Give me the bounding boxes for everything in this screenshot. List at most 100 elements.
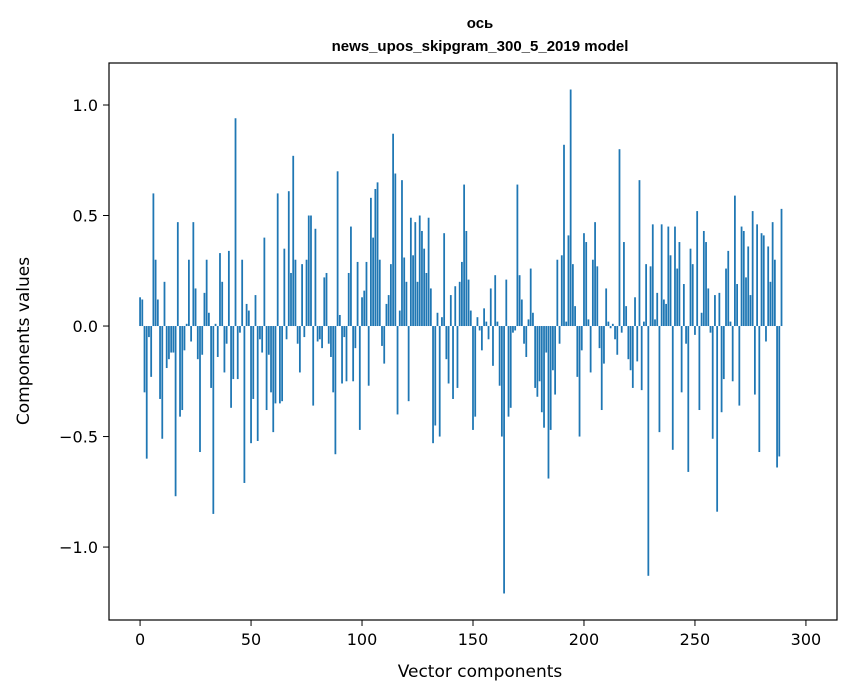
bar-component-289 (780, 208, 783, 327)
bar-component-0 (139, 297, 141, 327)
bar-component-29 (203, 292, 206, 327)
bar-component-184 (547, 326, 550, 479)
bar-component-191 (563, 144, 565, 327)
bar-component-231 (651, 224, 654, 327)
bar-component-287 (776, 326, 778, 468)
bar-component-204 (591, 259, 594, 327)
bar-component-39 (225, 326, 228, 344)
bar-component-260 (716, 326, 719, 512)
bar-component-92 (343, 326, 346, 338)
y-tick-label: −1.0 (59, 538, 98, 557)
bar-component-227 (643, 321, 645, 327)
bar-component-186 (552, 326, 554, 371)
bar-component-221 (629, 326, 632, 371)
bar-component-55 (261, 326, 264, 353)
bar-component-239 (669, 255, 672, 327)
bar-component-258 (711, 326, 714, 439)
bar-component-154 (480, 326, 483, 351)
bar-component-197 (576, 326, 579, 377)
bar-component-211 (607, 321, 610, 327)
bar-component-250 (694, 326, 696, 335)
bar-component-127 (421, 230, 423, 327)
bar-component-16 (174, 326, 177, 497)
bar-component-98 (356, 261, 359, 327)
bar-component-202 (587, 319, 590, 327)
bar-component-77 (310, 215, 312, 327)
bar-component-251 (696, 211, 699, 327)
bar-component-42 (232, 326, 235, 380)
bar-component-19 (181, 326, 184, 411)
bar-component-14 (170, 326, 173, 353)
x-axis-ticks: 0 50 100 150 200 250 300 (135, 620, 821, 649)
bar-component-238 (667, 226, 670, 327)
bar-component-89 (336, 171, 339, 327)
bar-component-15 (172, 326, 175, 353)
bar-component-190 (560, 255, 563, 327)
bar-component-84 (325, 272, 328, 327)
bar-component-37 (221, 281, 224, 327)
bar-component-269 (736, 284, 739, 327)
bar-component-64 (281, 326, 284, 402)
bar-component-35 (216, 326, 219, 357)
bar-component-72 (298, 326, 301, 373)
bar-component-232 (654, 319, 656, 327)
bar-component-107 (376, 182, 379, 327)
bar-component-65 (283, 248, 286, 327)
bar-component-143 (456, 326, 459, 388)
bar-component-161 (496, 321, 499, 327)
bar-component-63 (279, 326, 281, 404)
bar-component-205 (594, 222, 596, 327)
bar-component-31 (207, 312, 210, 327)
bar-component-252 (698, 326, 701, 411)
bar-component-38 (223, 326, 226, 373)
bar-component-122 (409, 217, 412, 327)
bar-component-12 (165, 326, 168, 369)
bar-component-138 (445, 326, 448, 360)
bar-component-280 (760, 233, 763, 327)
bar-component-118 (401, 180, 403, 327)
bar-component-69 (292, 155, 295, 327)
bar-component-2 (143, 326, 146, 393)
bar-component-188 (556, 259, 559, 327)
bar-component-66 (285, 326, 288, 340)
bar-component-181 (540, 326, 543, 413)
bar-component-8 (156, 299, 159, 327)
bar-component-133 (434, 326, 437, 426)
bar-component-4 (148, 326, 150, 338)
bar-component-140 (449, 295, 452, 327)
bar-component-226 (640, 326, 643, 391)
bar-component-61 (274, 326, 277, 404)
bar-component-59 (270, 326, 272, 393)
bar-component-6 (152, 193, 155, 327)
bar-component-123 (412, 255, 414, 327)
bar-component-279 (758, 326, 761, 453)
bar-component-267 (731, 326, 734, 382)
bar-component-134 (436, 312, 439, 327)
bar-component-213 (611, 323, 614, 327)
bar-component-165 (505, 279, 508, 327)
bar-component-192 (565, 321, 568, 327)
bar-component-247 (687, 326, 690, 472)
bar-component-195 (571, 264, 574, 327)
bar-component-110 (383, 326, 386, 364)
bar-component-44 (236, 326, 239, 380)
bar-component-102 (365, 261, 368, 327)
bar-component-79 (314, 228, 317, 327)
x-tick-label: 50 (241, 630, 261, 649)
bar-component-57 (265, 326, 268, 411)
bar-component-263 (722, 326, 725, 380)
bar-component-241 (674, 226, 676, 327)
bar-component-23 (190, 326, 193, 342)
bar-component-196 (574, 306, 576, 327)
x-tick-label: 200 (569, 630, 600, 649)
bar-component-97 (354, 326, 357, 349)
bar-component-277 (753, 326, 756, 395)
bar-component-149 (469, 310, 472, 327)
bar-component-51 (252, 326, 255, 399)
bar-component-182 (543, 326, 545, 428)
bar-component-220 (627, 326, 630, 360)
y-tick-label: 1.0 (73, 96, 98, 115)
bar-component-245 (682, 284, 685, 327)
bar-component-112 (387, 295, 390, 327)
bar-component-156 (485, 321, 488, 327)
